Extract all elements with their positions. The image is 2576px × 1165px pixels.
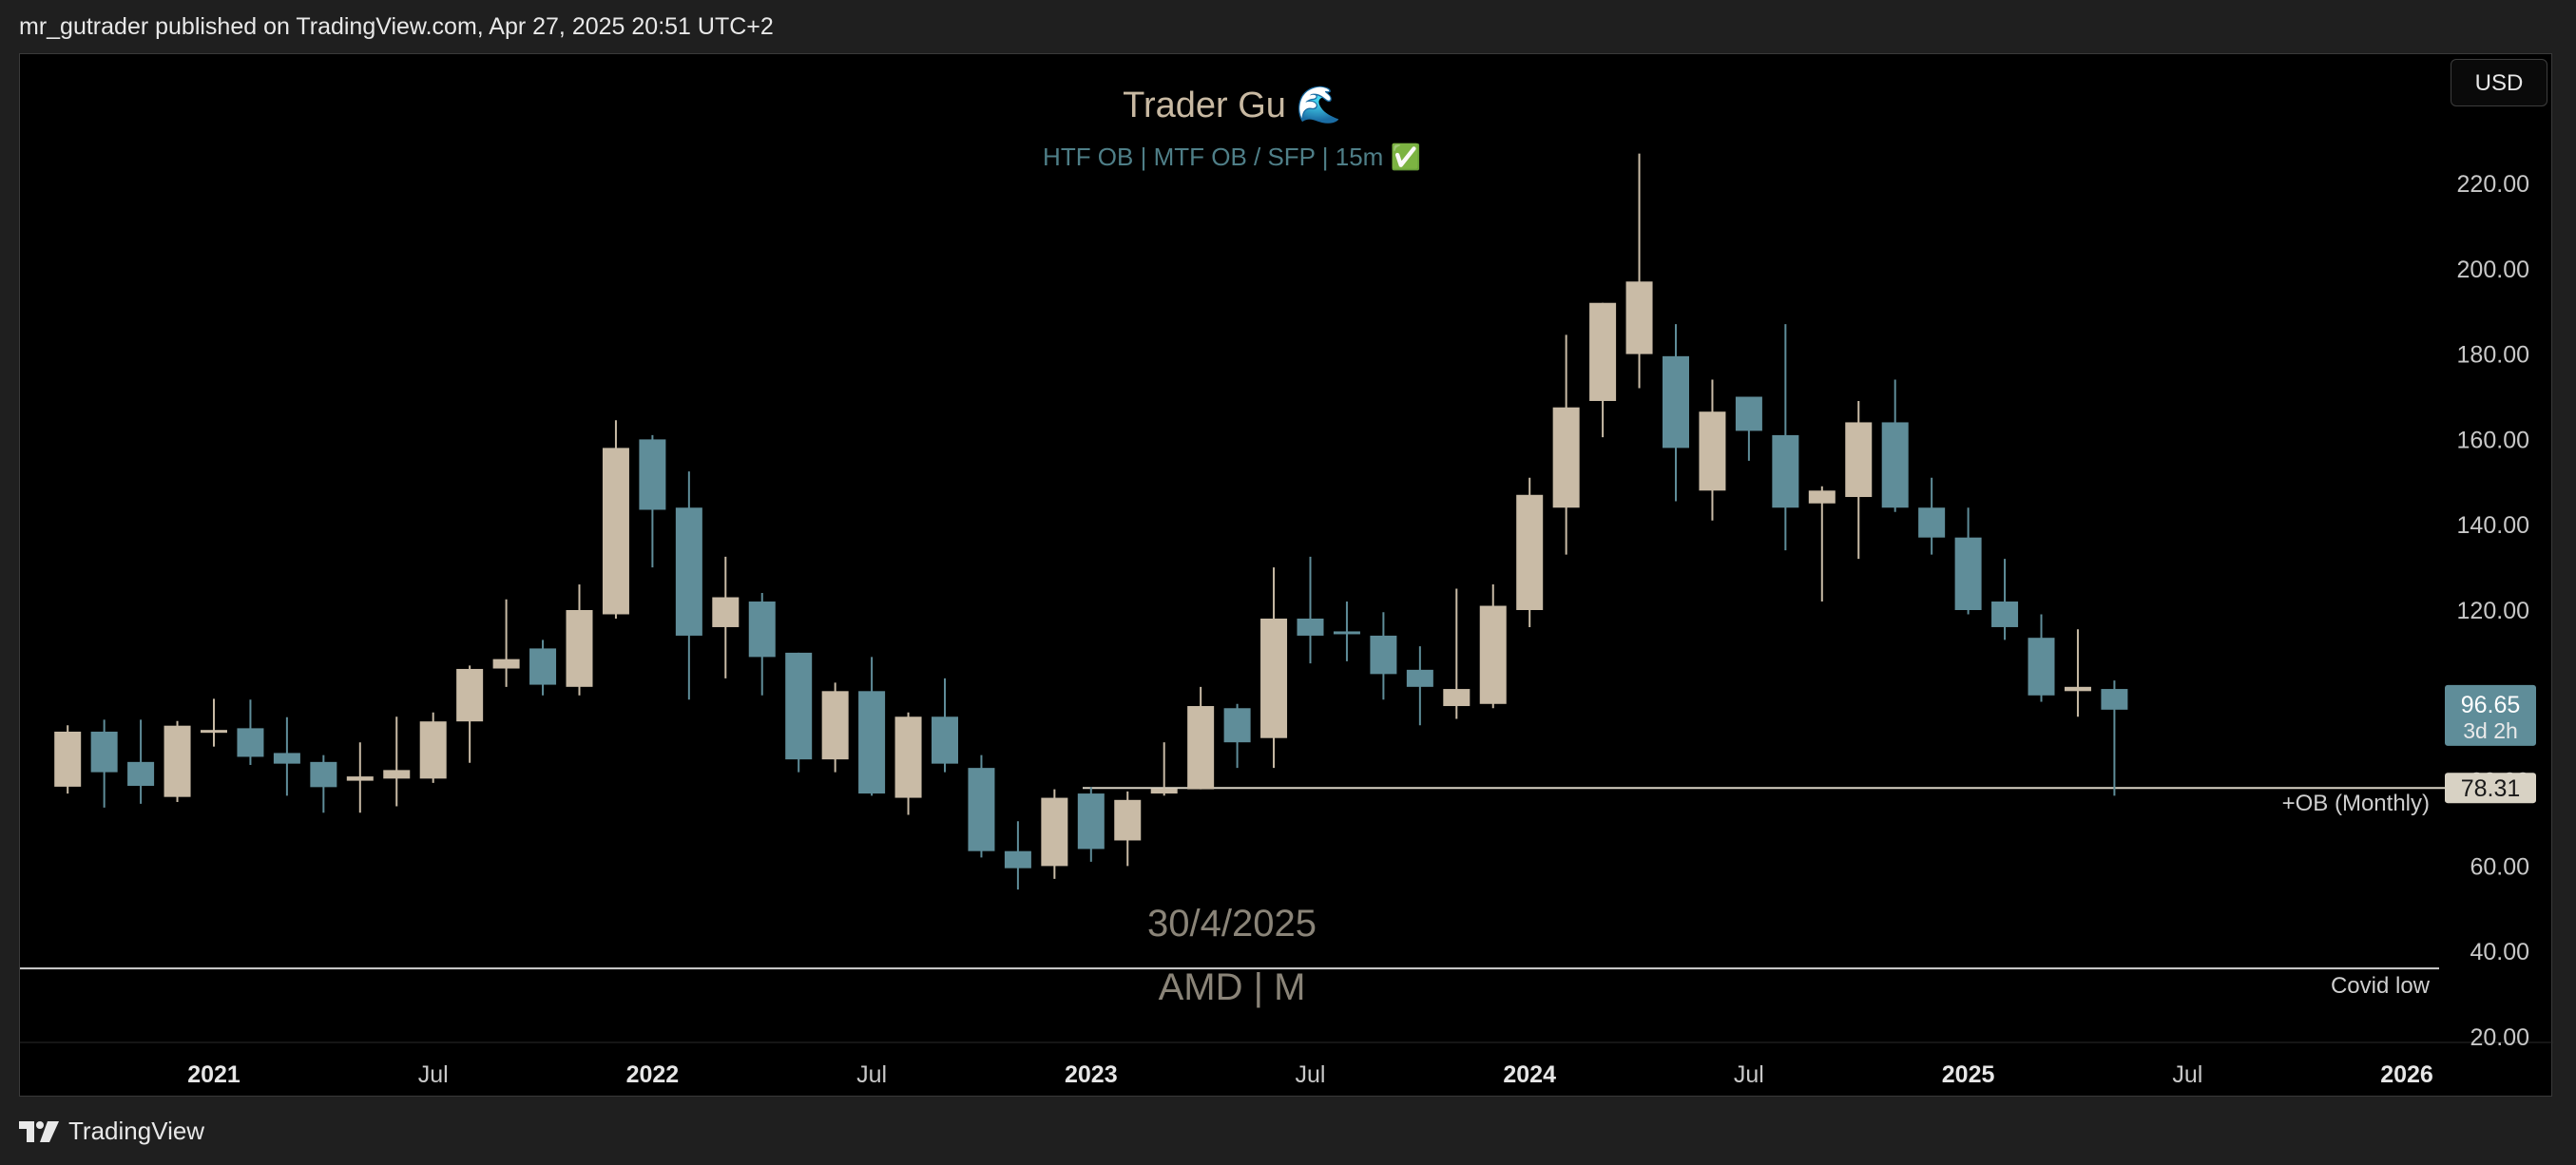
candle-body[interactable]: [2028, 638, 2055, 696]
candle-body[interactable]: [1223, 708, 1251, 743]
countdown-text: 3d 2h: [2463, 718, 2518, 743]
x-tick-label: 2024: [1503, 1061, 1556, 1088]
candle-body[interactable]: [1114, 799, 1142, 841]
candle-body[interactable]: [1479, 605, 1507, 704]
candle-body[interactable]: [602, 448, 629, 615]
candle-body[interactable]: [1443, 689, 1471, 707]
candle-body[interactable]: [2101, 689, 2128, 710]
currency-button[interactable]: USD: [2451, 59, 2547, 106]
candle-body[interactable]: [566, 610, 593, 687]
candle-body[interactable]: [1552, 407, 1580, 508]
candle-body[interactable]: [456, 668, 484, 722]
candle-body[interactable]: [1881, 422, 1909, 508]
candle-body[interactable]: [1954, 537, 1982, 610]
candle-body[interactable]: [310, 761, 337, 788]
candle-body[interactable]: [1772, 434, 1799, 508]
candle-body[interactable]: [90, 731, 118, 773]
published-by-text: mr_gutrader published on TradingView.com…: [19, 13, 774, 40]
candle-body[interactable]: [1297, 618, 1324, 636]
candle-body[interactable]: [163, 725, 191, 797]
x-tick-label: Jul: [1296, 1061, 1326, 1088]
candle-body[interactable]: [419, 721, 447, 779]
candle-body[interactable]: [639, 439, 666, 510]
tradingview-logo-icon: [19, 1120, 59, 1142]
x-tick-label: Jul: [418, 1061, 449, 1088]
chart-pane[interactable]: Trader Gu 🌊 HTF OB | MTF OB / SFP | 15m ✅…: [19, 53, 2553, 1098]
candle-body[interactable]: [712, 597, 740, 627]
candle-body[interactable]: [383, 770, 411, 779]
y-tick-label: 140.00: [2457, 512, 2529, 539]
candle-body[interactable]: [492, 659, 520, 669]
x-tick-label: 2022: [626, 1061, 680, 1088]
candle-body[interactable]: [968, 768, 995, 851]
candlestick-chart[interactable]: Trader Gu 🌊 HTF OB | MTF OB / SFP | 15m ✅…: [20, 54, 2553, 1098]
candle-body[interactable]: [1699, 411, 1726, 491]
y-tick-label: 160.00: [2457, 427, 2529, 453]
candle-body[interactable]: [2064, 686, 2091, 692]
ob-price-badge: [2445, 773, 2536, 804]
candle-body[interactable]: [54, 731, 82, 787]
candle-body[interactable]: [1663, 355, 1689, 449]
candle-body[interactable]: [858, 691, 886, 794]
candle-body[interactable]: [127, 761, 155, 786]
ob-price-text: 78.31: [2461, 775, 2521, 802]
candle-body[interactable]: [1406, 669, 1433, 687]
candle-body[interactable]: [821, 691, 849, 760]
x-tick-label: Jul: [1734, 1061, 1764, 1088]
candle-body[interactable]: [1625, 281, 1653, 354]
y-tick-label: 40.00: [2470, 939, 2529, 965]
candle-body[interactable]: [1333, 631, 1360, 635]
ob-monthly-label: +OB (Monthly): [2282, 791, 2430, 816]
watermark-symbol: AMD | M: [1159, 966, 1306, 1008]
y-tick-label: 200.00: [2457, 257, 2529, 283]
footer-bar: [0, 1097, 2576, 1165]
last-price-badge: [2445, 684, 2536, 746]
candle-body[interactable]: [1991, 602, 2019, 627]
x-tick-label: 2026: [2380, 1061, 2433, 1088]
y-tick-label: 60.00: [2470, 853, 2529, 880]
candle-body[interactable]: [932, 716, 958, 764]
candle-body[interactable]: [675, 507, 702, 636]
candle-body[interactable]: [1187, 706, 1215, 790]
candle-body[interactable]: [273, 753, 300, 764]
y-tick-label: 180.00: [2457, 342, 2529, 369]
candle-body[interactable]: [1004, 850, 1031, 869]
candle-body[interactable]: [785, 652, 813, 760]
chart-subtitle: HTF OB | MTF OB / SFP | 15m ✅: [1043, 143, 1421, 171]
y-tick-label: 20.00: [2470, 1024, 2529, 1051]
covid-low-label: Covid low: [2331, 973, 2431, 999]
candle-body[interactable]: [1735, 396, 1762, 431]
x-tick-label: 2023: [1065, 1061, 1118, 1088]
y-tick-label: 120.00: [2457, 598, 2529, 624]
candle-body[interactable]: [1370, 635, 1397, 675]
candle-body[interactable]: [529, 648, 557, 685]
candle-body[interactable]: [1077, 793, 1105, 850]
candle-body[interactable]: [1845, 422, 1873, 498]
candle-body[interactable]: [1808, 490, 1836, 504]
candle-body[interactable]: [237, 728, 264, 757]
candle-body[interactable]: [1260, 618, 1288, 738]
candle-body[interactable]: [1041, 797, 1068, 867]
tradingview-brand[interactable]: TradingView: [19, 1117, 204, 1146]
y-tick-label: 220.00: [2457, 171, 2529, 198]
candle-body[interactable]: [748, 602, 776, 658]
x-tick-label: Jul: [2172, 1061, 2202, 1088]
candle-body[interactable]: [201, 730, 227, 734]
candle-body[interactable]: [346, 776, 374, 781]
tradingview-brand-text: TradingView: [68, 1117, 205, 1145]
x-tick-label: 2025: [1942, 1061, 1995, 1088]
candle-body[interactable]: [1516, 494, 1544, 610]
last-price-text: 96.65: [2461, 692, 2521, 718]
x-tick-label: Jul: [856, 1061, 887, 1088]
watermark-date: 30/4/2025: [1147, 903, 1317, 945]
x-tick-label: 2021: [187, 1061, 240, 1088]
publish-header: mr_gutrader published on TradingView.com…: [0, 0, 2576, 55]
chart-title: Trader Gu 🌊: [1123, 84, 1341, 125]
candle-body[interactable]: [1918, 507, 1946, 538]
candle-body[interactable]: [1589, 302, 1617, 401]
candle-body[interactable]: [1150, 788, 1178, 794]
candle-body[interactable]: [894, 716, 922, 798]
